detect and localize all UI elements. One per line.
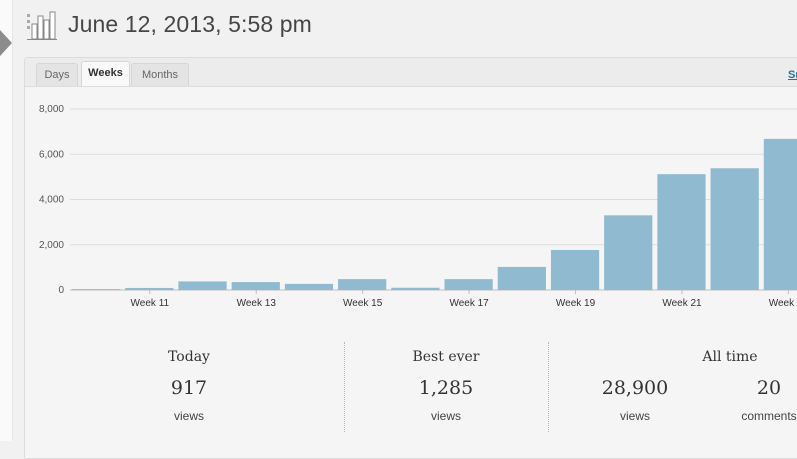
y-tick-label: 4,000	[39, 195, 64, 206]
best-ever-unit: views	[430, 409, 461, 423]
x-tick-label: Week 11	[131, 298, 170, 309]
y-tick-label: 2,000	[39, 240, 64, 251]
chart-bar[interactable]	[338, 279, 387, 290]
chart-bar[interactable]	[72, 289, 121, 290]
chart-bar[interactable]	[125, 287, 174, 290]
y-tick-label: 8,000	[39, 104, 64, 115]
chart-bar[interactable]	[178, 281, 227, 290]
x-tick-label: Week 23	[769, 298, 797, 309]
x-tick-label: Week 19	[556, 298, 596, 309]
best-ever-value: 1,285	[418, 377, 474, 399]
period-tabbar: Days Weeks Months Sı	[25, 58, 797, 87]
stats-panel: Days Weeks Months Sı 0 2,000 4,000 6,000 8,0…	[24, 57, 797, 459]
views-chart-area: 0 2,000 4,000 6,000 8,000 Week 11 Week 13 Week …	[25, 87, 797, 347]
chart-bar[interactable]	[710, 168, 759, 290]
tab-days[interactable]: Days	[36, 63, 78, 86]
chart-bar[interactable]	[550, 249, 600, 290]
chart-bar[interactable]	[657, 174, 706, 290]
stats-divider	[344, 342, 345, 432]
stats-summary: Today 917 views Best ever 1,285 views Al…	[25, 342, 797, 458]
summaries-link[interactable]: Sı	[788, 69, 797, 81]
today-value: 917	[170, 377, 208, 399]
y-tick-label: 6,000	[39, 149, 64, 160]
menu-current-arrow-icon	[0, 30, 12, 56]
page-title: June 12, 2013, 5:58 pm	[68, 11, 312, 37]
all-time-views-unit: views	[619, 409, 650, 423]
bar-chart-icon	[27, 11, 57, 40]
x-tick-label: Week 17	[449, 298, 489, 309]
chart-bar[interactable]	[284, 283, 334, 290]
all-time-title: All time	[702, 349, 758, 365]
x-tick-label: Week 15	[343, 298, 383, 309]
all-time-comments-value: 20	[756, 377, 782, 399]
all-time-comments-unit: comments	[741, 409, 797, 423]
today-title: Today	[168, 349, 210, 365]
y-tick-label: 0	[58, 285, 64, 296]
x-tick-label: Week 13	[237, 298, 277, 309]
x-tick-label: Week 21	[662, 298, 702, 309]
tab-months[interactable]: Months	[131, 63, 189, 86]
tab-weeks[interactable]: Weeks	[81, 61, 130, 86]
admin-menu-rail	[0, 0, 13, 441]
chart-bar[interactable]	[391, 287, 440, 290]
chart-bar[interactable]	[444, 279, 493, 290]
chart-bar[interactable]	[604, 215, 653, 290]
chart-bar[interactable]	[231, 282, 280, 290]
stats-divider	[548, 342, 549, 432]
best-ever-title: Best ever	[412, 349, 480, 365]
today-unit: views	[173, 409, 204, 423]
chart-bar[interactable]	[763, 138, 797, 290]
all-time-views-value: 28,900	[601, 377, 669, 399]
chart-bar[interactable]	[497, 266, 546, 290]
views-bar-chart: 0 2,000 4,000 6,000 8,000 Week 11 Week 13 Week …	[39, 104, 797, 309]
